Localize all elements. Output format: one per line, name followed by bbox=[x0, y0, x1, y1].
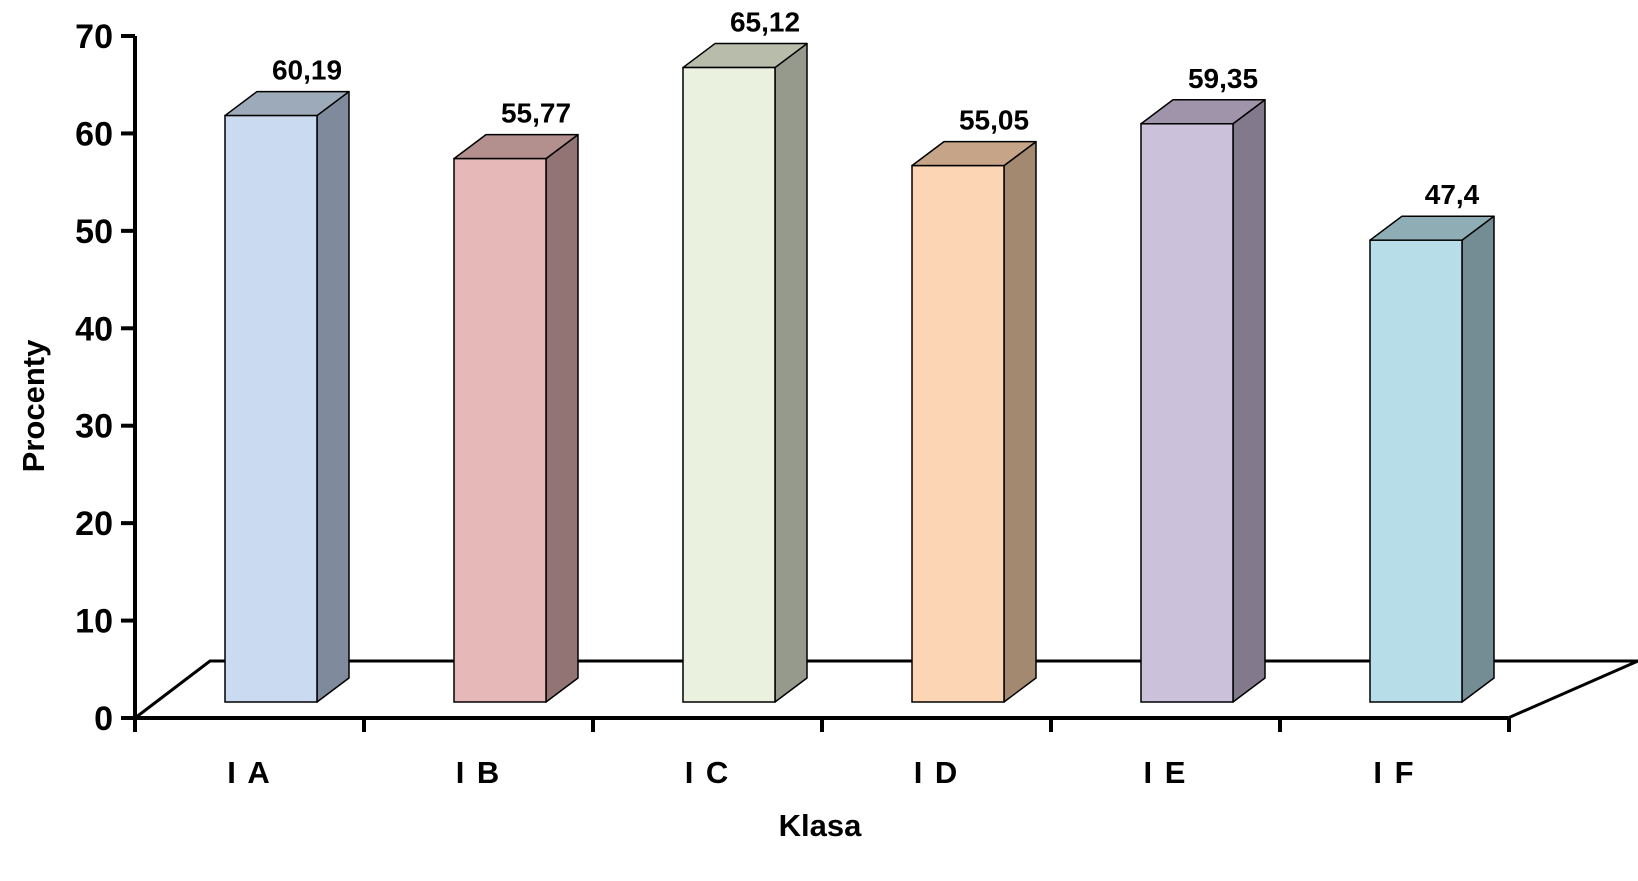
bar: 55,77 bbox=[453, 98, 579, 703]
y-axis-title: Procenty bbox=[16, 339, 51, 472]
bar: 65,12 bbox=[682, 7, 808, 703]
bars-group: 60,19 55,77 65,12 55,05 59,35 47,4 bbox=[224, 7, 1495, 703]
y-tick-label: 20 bbox=[75, 505, 113, 543]
bar: 55,05 bbox=[911, 105, 1037, 703]
y-axis: 0 10 20 30 40 50 60 70 bbox=[75, 18, 137, 738]
bar-value-label: 59,35 bbox=[1188, 63, 1258, 94]
bar-side bbox=[774, 42, 808, 703]
bar-front bbox=[682, 66, 776, 703]
bar-side bbox=[316, 90, 350, 703]
bar: 47,4 bbox=[1369, 179, 1495, 703]
bar-value-label: 47,4 bbox=[1425, 179, 1480, 210]
bar-front bbox=[224, 114, 318, 703]
bar-value-label: 55,05 bbox=[959, 105, 1029, 136]
bar-front bbox=[1369, 239, 1463, 703]
x-tick-label: I A bbox=[227, 755, 271, 790]
y-tick-label: 30 bbox=[75, 408, 113, 446]
bar-value-label: 65,12 bbox=[730, 7, 800, 38]
y-tick-label: 10 bbox=[75, 603, 113, 641]
bar: 59,35 bbox=[1140, 63, 1266, 703]
x-tick-label: I C bbox=[685, 755, 731, 790]
y-tick-label: 40 bbox=[75, 310, 113, 348]
x-axis-title: Klasa bbox=[779, 808, 862, 843]
bar-side bbox=[545, 133, 579, 703]
bar-value-label: 55,77 bbox=[501, 98, 571, 129]
x-tick-label: I F bbox=[1373, 755, 1415, 790]
bar-front bbox=[1140, 123, 1234, 703]
bar: 60,19 bbox=[224, 55, 350, 703]
bar-front bbox=[911, 164, 1005, 703]
bar-side bbox=[1461, 215, 1495, 703]
bar-side bbox=[1003, 140, 1037, 703]
x-tick-label: I D bbox=[914, 755, 960, 790]
y-tick-label: 50 bbox=[75, 213, 113, 251]
y-tick-label: 70 bbox=[75, 18, 113, 56]
bar-side bbox=[1232, 99, 1266, 703]
y-tick-label: 0 bbox=[94, 700, 113, 738]
x-tick-label: I B bbox=[456, 755, 502, 790]
x-tick-label: I E bbox=[1144, 755, 1188, 790]
bar-value-label: 60,19 bbox=[272, 55, 342, 86]
bar-front bbox=[453, 157, 547, 703]
y-tick-label: 60 bbox=[75, 115, 113, 153]
